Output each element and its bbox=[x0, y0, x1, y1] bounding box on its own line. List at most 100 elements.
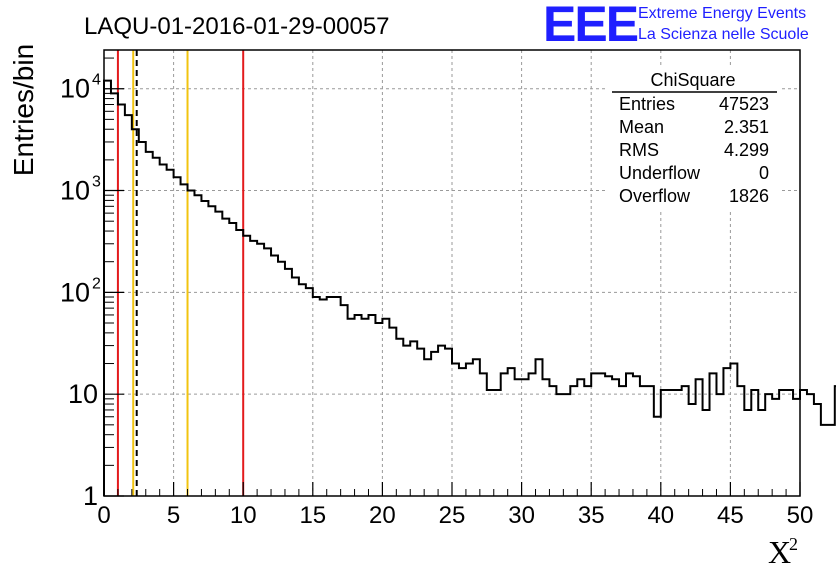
y-tick-label: 1 bbox=[83, 481, 98, 511]
x-axis-label: X bbox=[768, 534, 791, 570]
histogram-outline bbox=[103, 79, 836, 496]
histogram-bin bbox=[368, 315, 375, 496]
stats-value-entries: 47523 bbox=[719, 94, 769, 114]
x-tick-label: 15 bbox=[299, 502, 326, 529]
histogram-bin bbox=[417, 349, 424, 496]
histogram-bin bbox=[243, 236, 250, 496]
histogram-bin bbox=[751, 390, 758, 496]
histogram-bin bbox=[710, 373, 717, 496]
stats-label-rms: RMS bbox=[619, 140, 659, 160]
histogram-bin bbox=[146, 152, 153, 496]
histogram-bin bbox=[459, 368, 466, 496]
histogram-bin bbox=[424, 359, 431, 496]
histogram-bin bbox=[445, 349, 452, 496]
x-axis-label-superscript: 2 bbox=[789, 534, 798, 554]
histogram-bin bbox=[508, 368, 515, 496]
histogram-bin bbox=[633, 376, 640, 496]
x-tick-label: 20 bbox=[369, 502, 396, 529]
histogram-bin bbox=[382, 319, 389, 496]
histogram-bin bbox=[320, 300, 327, 496]
histogram-bin bbox=[758, 410, 765, 496]
histogram-bin bbox=[744, 410, 751, 496]
x-tick-label: 0 bbox=[97, 502, 110, 529]
stats-label-entries: Entries bbox=[619, 94, 675, 114]
histogram-bin bbox=[696, 379, 703, 496]
histogram-bin bbox=[661, 390, 668, 496]
stats-label-overflow: Overflow bbox=[619, 186, 691, 206]
stats-label-underflow: Underflow bbox=[619, 163, 701, 183]
x-tick-label: 45 bbox=[717, 502, 744, 529]
histogram-bin bbox=[153, 158, 160, 496]
histogram-bin bbox=[257, 244, 264, 496]
histogram-bin bbox=[786, 390, 793, 496]
histogram-bin bbox=[480, 373, 487, 496]
stats-value-overflow: 1826 bbox=[729, 186, 769, 206]
histogram-bin bbox=[208, 206, 215, 496]
x-tick-label: 35 bbox=[578, 502, 605, 529]
histogram-bin bbox=[292, 277, 299, 496]
histogram-bin bbox=[375, 323, 382, 496]
histogram-bin bbox=[723, 368, 730, 496]
histogram-bin bbox=[570, 386, 577, 496]
x-tick-label: 10 bbox=[230, 502, 257, 529]
histogram-bin bbox=[348, 319, 355, 496]
histogram-bin bbox=[355, 315, 362, 496]
histogram-bin bbox=[264, 248, 271, 496]
histogram-bin bbox=[737, 386, 744, 496]
y-tick-label: 10 bbox=[60, 277, 90, 307]
histogram-bin bbox=[174, 177, 181, 496]
histogram-bin bbox=[236, 230, 243, 496]
histogram-bin bbox=[313, 297, 320, 496]
histogram-bin bbox=[194, 195, 201, 496]
stats-label-mean: Mean bbox=[619, 117, 664, 137]
y-tick-label: 10 bbox=[60, 176, 90, 206]
histogram-bin bbox=[139, 142, 146, 496]
histogram-bin bbox=[640, 386, 647, 496]
histogram-bin bbox=[452, 364, 459, 496]
y-tick-exponent: 3 bbox=[92, 174, 101, 191]
histogram-bin bbox=[334, 297, 341, 496]
histogram-bin bbox=[215, 212, 222, 496]
histogram-bin bbox=[515, 379, 522, 496]
logo-line-2: La Scienza nelle Scuole bbox=[638, 26, 809, 43]
histogram-bin bbox=[438, 346, 445, 496]
histogram-bin bbox=[222, 219, 229, 496]
y-tick-label: 10 bbox=[68, 379, 98, 409]
histogram-bin bbox=[501, 373, 508, 496]
histogram-bin bbox=[577, 379, 584, 496]
histogram-bin bbox=[800, 390, 807, 496]
histogram-bin bbox=[466, 364, 473, 496]
histogram-bin bbox=[598, 373, 605, 496]
histogram-bin bbox=[118, 104, 125, 496]
histogram-bin bbox=[104, 81, 111, 496]
x-tick-label: 5 bbox=[167, 502, 180, 529]
histogram-bin bbox=[487, 390, 494, 496]
histogram-bin bbox=[111, 93, 118, 496]
histogram-bin bbox=[188, 191, 195, 496]
histogram-bin bbox=[814, 404, 821, 496]
histogram-bin bbox=[563, 394, 570, 496]
histogram-bin bbox=[584, 386, 591, 496]
histogram-bin bbox=[542, 379, 549, 496]
histogram-bin bbox=[549, 386, 556, 496]
stats-value-mean: 2.351 bbox=[724, 117, 769, 137]
histogram-bin bbox=[341, 305, 348, 496]
histogram-bin bbox=[682, 386, 689, 496]
histogram-bin bbox=[807, 394, 814, 496]
stats-value-rms: 4.299 bbox=[724, 140, 769, 160]
histogram-bin bbox=[779, 390, 786, 496]
histogram-bin bbox=[160, 165, 167, 496]
histogram-bin bbox=[793, 399, 800, 496]
reference-lines bbox=[116, 50, 245, 496]
histogram-bin bbox=[306, 288, 313, 496]
histogram-bin bbox=[327, 297, 334, 496]
histogram-bin bbox=[271, 256, 278, 496]
y-axis-label: Entries/bin bbox=[8, 44, 39, 176]
histogram-bin bbox=[821, 425, 828, 496]
histogram-bin bbox=[362, 319, 369, 496]
y-tick-exponent: 4 bbox=[92, 72, 101, 89]
histogram-bin bbox=[494, 390, 501, 496]
histogram-bin bbox=[703, 410, 710, 496]
histogram-bin bbox=[229, 223, 236, 496]
